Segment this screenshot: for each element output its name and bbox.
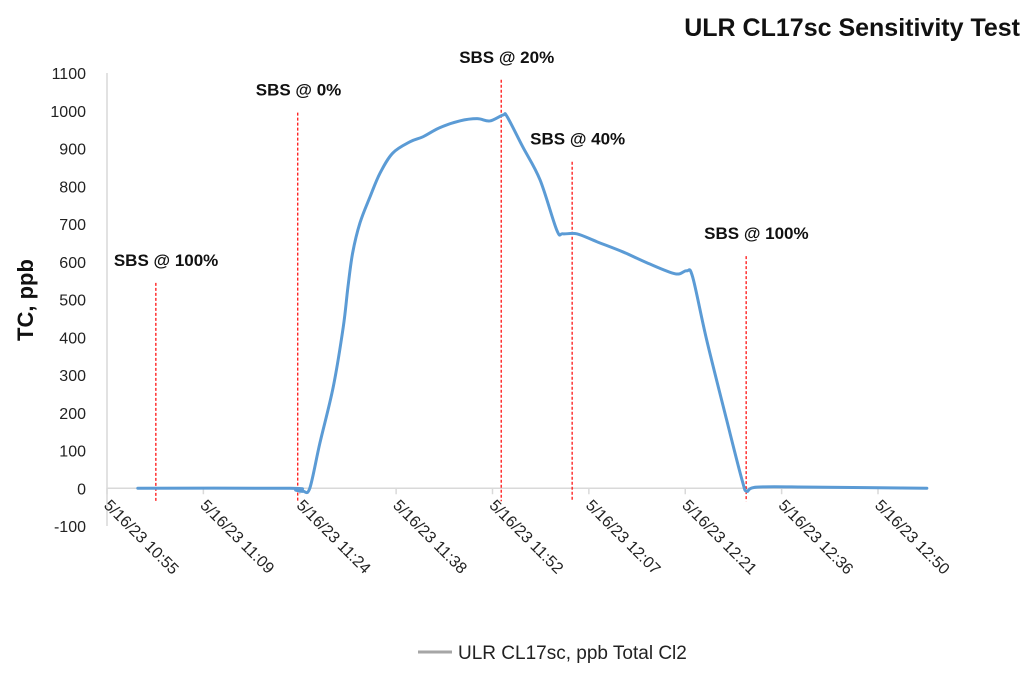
y-tick-label: 100 xyxy=(59,444,86,461)
x-tick-label: 5/16/23 11:24 xyxy=(293,497,373,577)
y-tick-label: 800 xyxy=(59,179,86,196)
x-tick-label: 5/16/23 12:36 xyxy=(775,497,856,578)
sbs-annotation: SBS @ 20% xyxy=(459,48,554,67)
y-tick-label: 1100 xyxy=(52,66,87,83)
y-tick-label: 1000 xyxy=(50,104,86,121)
y-tick-label: 300 xyxy=(59,368,86,385)
y-tick-label: -100 xyxy=(54,519,86,536)
y-tick-label: 400 xyxy=(59,330,86,347)
x-tick-label: 5/16/23 12:07 xyxy=(582,497,663,578)
chart-title: ULR CL17sc Sensitivity Test xyxy=(684,14,1020,42)
sbs-annotation: SBS @ 0% xyxy=(256,81,342,100)
legend: ULR CL17sc, ppb Total Cl2 xyxy=(418,643,687,664)
y-axis-label: TC, ppb xyxy=(13,259,38,341)
y-tick-label: 500 xyxy=(59,293,86,310)
x-tick-label: 5/16/23 11:09 xyxy=(197,497,277,577)
x-tick-label: 5/16/23 10:55 xyxy=(100,497,181,578)
sbs-annotation: SBS @ 100% xyxy=(704,224,808,243)
y-tick-label: 700 xyxy=(59,217,86,234)
y-tick-label: 900 xyxy=(59,142,86,159)
x-tick-label: 5/16/23 12:21 xyxy=(678,497,759,578)
y-tick-label: 600 xyxy=(59,255,86,272)
x-tick-label: 5/16/23 12:50 xyxy=(871,497,952,578)
sbs-annotation: SBS @ 100% xyxy=(114,251,218,270)
y-tick-label: 200 xyxy=(59,406,86,423)
x-tick-label: 5/16/23 11:38 xyxy=(389,497,469,577)
y-tick-label: 0 xyxy=(77,481,86,498)
series-line xyxy=(136,112,929,495)
legend-label: ULR CL17sc, ppb Total Cl2 xyxy=(458,643,687,664)
sbs-annotation: SBS @ 40% xyxy=(530,130,625,149)
x-tick-label: 5/16/23 11:52 xyxy=(486,497,566,577)
